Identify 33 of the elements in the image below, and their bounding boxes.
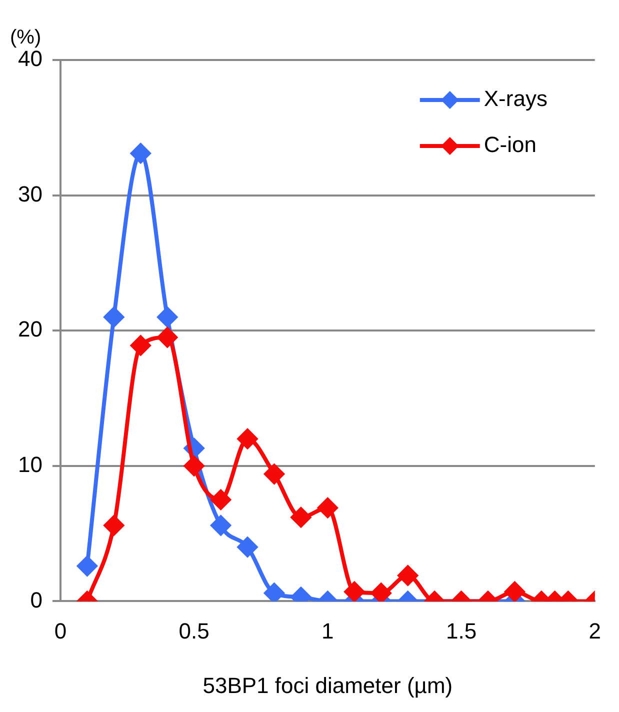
point <box>398 565 418 586</box>
point <box>130 143 151 164</box>
x-axis-title: 53BP1 foci diameter (µm) <box>202 672 453 698</box>
x-tick-label: 2 <box>588 618 602 644</box>
x-tick-label: 0.5 <box>178 618 210 644</box>
y-tick-label: 10 <box>18 452 42 477</box>
point <box>290 507 311 528</box>
point <box>238 428 258 449</box>
y-axis-title: (%) <box>10 26 42 49</box>
point <box>264 464 284 484</box>
point <box>157 307 178 328</box>
legend-label: C-ion <box>484 132 536 158</box>
point <box>130 335 151 356</box>
point <box>210 515 231 536</box>
point <box>318 498 338 518</box>
point <box>104 515 124 536</box>
x-tick-label: 0 <box>54 618 67 644</box>
point <box>210 490 231 510</box>
y-tick-label: 0 <box>30 587 42 612</box>
x-tick-label: 1 <box>322 618 334 644</box>
point <box>157 327 178 348</box>
point <box>184 456 204 476</box>
point <box>344 582 364 602</box>
point <box>371 583 392 602</box>
legend-label: X-rays <box>484 86 548 112</box>
point <box>238 537 258 558</box>
y-tick-label: 20 <box>18 316 42 342</box>
y-tick-label: 30 <box>18 181 42 206</box>
point <box>77 556 98 576</box>
point <box>104 307 124 328</box>
point <box>264 583 284 602</box>
point <box>504 582 525 602</box>
x-tick-label: 1.5 <box>446 618 477 644</box>
